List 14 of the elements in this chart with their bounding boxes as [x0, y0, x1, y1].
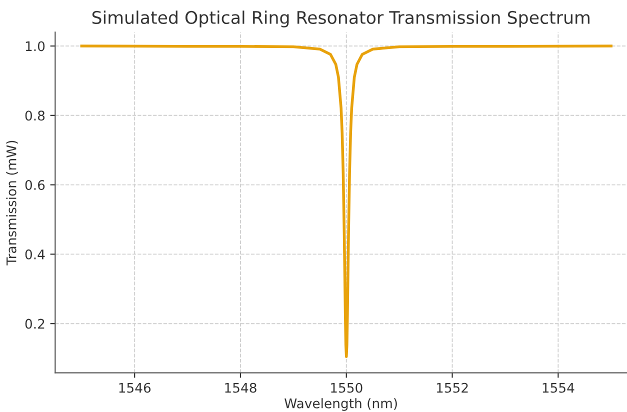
x-tick-label: 1548 [225, 382, 256, 393]
y-axis-title: Transmission (mW) [6, 140, 18, 266]
x-tick-label: 1554 [542, 382, 574, 393]
x-tick-label: 1552 [436, 382, 468, 393]
line-series [80, 44, 613, 358]
x-tick-label: 1546 [119, 382, 151, 393]
y-tick-label: 0.2 [25, 318, 44, 329]
x-tick-label: 1550 [331, 382, 362, 393]
x-axis-title: Wavelength (nm) [284, 398, 397, 411]
y-tick-label: 0.8 [25, 110, 45, 121]
chart-title: Simulated Optical Ring Resonator Transmission Spectrum [92, 10, 590, 28]
y-tick-label: 1.0 [26, 41, 45, 52]
y-tick-label: 0.6 [25, 180, 45, 190]
y-tick-label: 0.4 [25, 249, 45, 260]
